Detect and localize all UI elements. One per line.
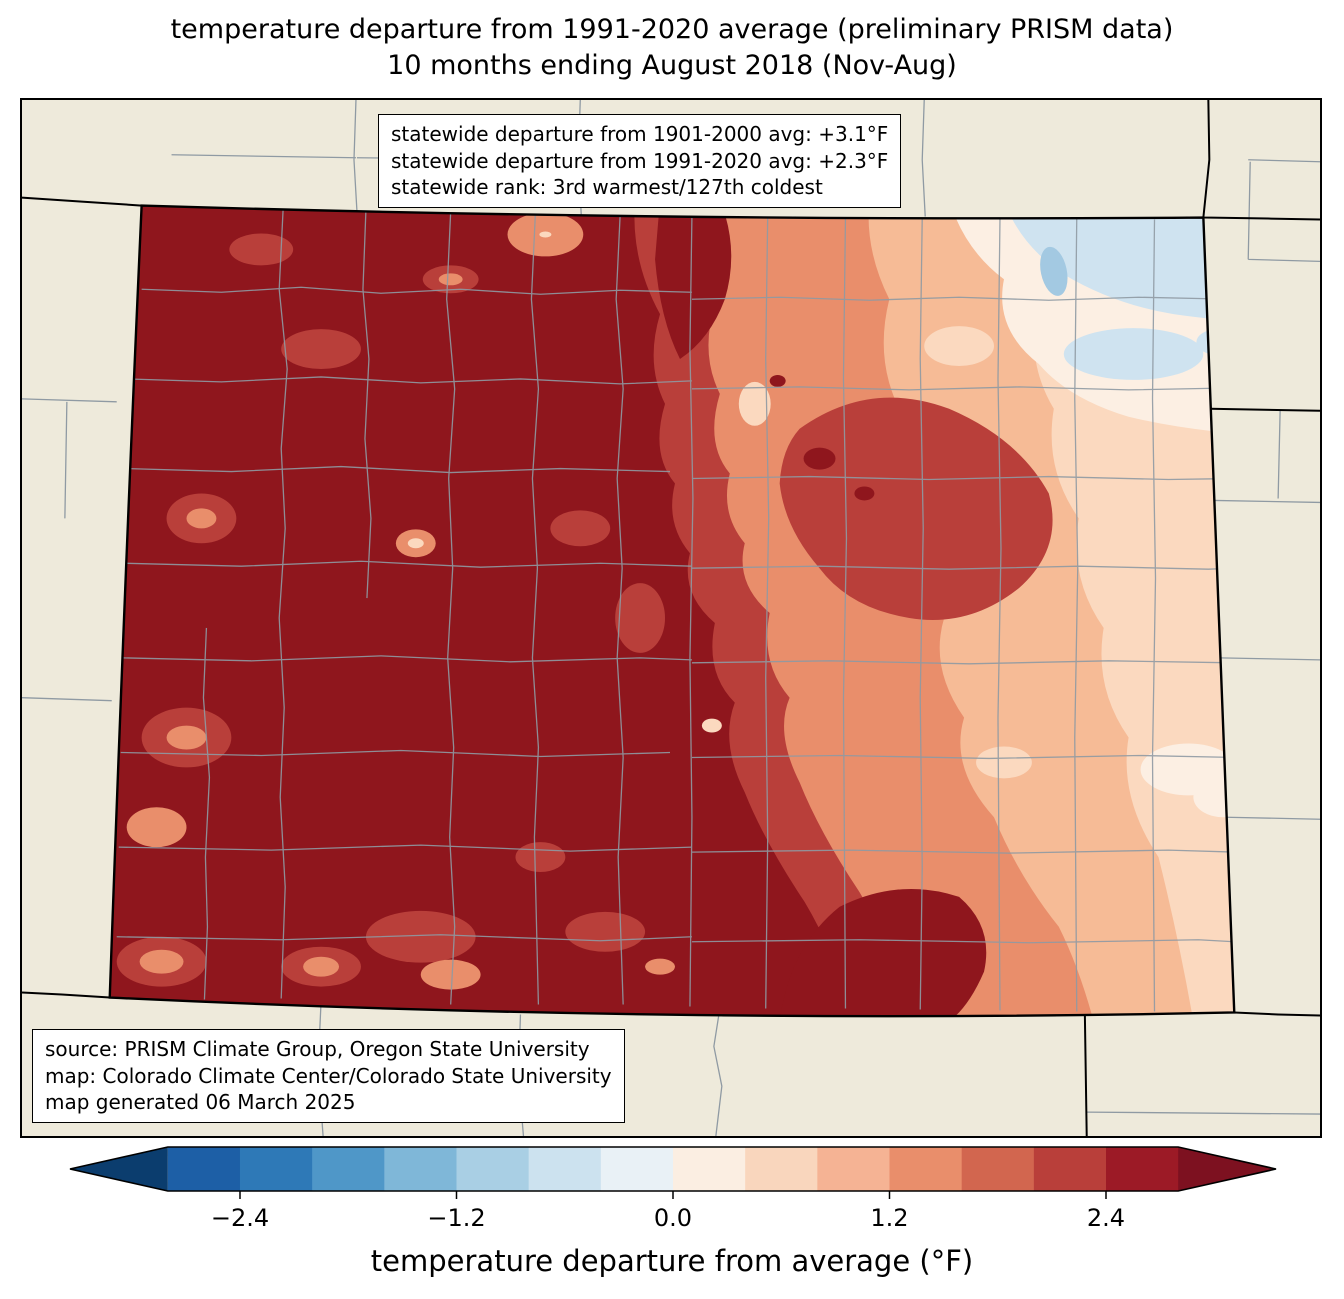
map-canvas: statewide departure from 1901-2000 avg: … [20,98,1322,1138]
stats-box: statewide departure from 1901-2000 avg: … [378,114,902,208]
contour-layers [116,205,1235,1017]
maroon-tongues [531,205,987,1017]
title-line2: 10 months ending August 2018 (Nov-Aug) [387,49,957,81]
salmon-accents [126,212,675,990]
tick-label-0: 0.0 [654,1204,692,1232]
tick-label-1-2: 1.2 [870,1204,908,1232]
stats-line-1: statewide departure from 1901-2000 avg: … [391,122,889,146]
colorbar-tickmarks [239,1191,1107,1199]
stats-line-3: statewide rank: 3rd warmest/127th coldes… [391,175,823,200]
colorbar: −2.4 −1.2 0.0 1.2 2.4 [69,1146,1277,1232]
tick-label-neg1-2: −1.2 [427,1204,485,1232]
colorbar-segments [167,1147,1179,1191]
colorbar-extend-low-arrow [70,1147,168,1191]
tick-label-2-4: 2.4 [1087,1204,1125,1232]
stats-line-2: statewide departure from 1991-2020 avg: … [391,148,889,173]
peach-accent-centers [407,231,552,549]
source-line-3: map generated 06 March 2025 [45,1090,356,1115]
source-line-1: source: PRISM Climate Group, Oregon Stat… [45,1037,590,1062]
colorado-map-svg [22,100,1320,1136]
colorbar-extend-high-arrow [1178,1147,1276,1191]
source-line-2: map: Colorado Climate Center/Colorado St… [45,1063,612,1088]
source-box: source: PRISM Climate Group, Oregon Stat… [32,1029,625,1123]
zone-red-band [116,205,1053,1017]
colorbar-axis-label: temperature departure from average (°F) [370,1244,974,1278]
title-line1: temperature departure from 1991-2020 ave… [170,14,1174,45]
colorbar-tick-labels: −2.4 −1.2 0.0 1.2 2.4 [211,1204,1125,1232]
county-lines [116,207,1235,1012]
neighbor-state-lines [22,100,1320,1136]
tick-label-neg2-4: −2.4 [211,1204,269,1232]
figure-title: temperature departure from 1991-2020 ave… [0,12,1344,83]
colorbar-outline [69,1146,1277,1192]
state-border [108,204,1236,1018]
lake-blue-spot [1040,246,1068,296]
